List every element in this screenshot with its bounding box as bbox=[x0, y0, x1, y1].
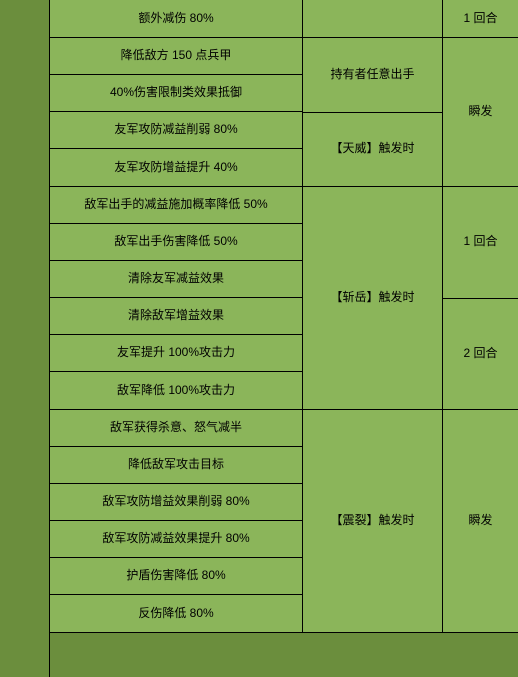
duration-cell: 1 回合 bbox=[443, 187, 518, 299]
duration-cell: 2 回合 bbox=[443, 299, 518, 410]
skill-table: 额外减伤 80%1 回合降低敌方 150 点兵甲40%伤害限制类效果抵御友军攻防… bbox=[0, 0, 518, 677]
duration-column: 瞬发 bbox=[442, 38, 518, 186]
effect-cell: 清除敌军增益效果 bbox=[50, 298, 302, 335]
trigger-cell: 持有者任意出手 bbox=[303, 38, 442, 113]
effects-column: 敌军获得杀意、怒气减半降低敌军攻击目标敌军攻防增益效果削弱 80%敌军攻防减益效… bbox=[50, 410, 302, 632]
effect-cell: 敌军获得杀意、怒气减半 bbox=[50, 410, 302, 447]
row-group: 敌军获得杀意、怒气减半降低敌军攻击目标敌军攻防增益效果削弱 80%敌军攻防减益效… bbox=[50, 410, 518, 633]
effect-cell: 降低敌方 150 点兵甲 bbox=[50, 38, 302, 75]
effect-cell: 敌军攻防增益效果削弱 80% bbox=[50, 484, 302, 521]
effect-cell: 40%伤害限制类效果抵御 bbox=[50, 75, 302, 112]
effect-cell: 敌军出手伤害降低 50% bbox=[50, 224, 302, 261]
trigger-cell: 【斩岳】触发时 bbox=[303, 187, 442, 409]
effect-cell: 友军攻防增益提升 40% bbox=[50, 149, 302, 186]
left-margin bbox=[0, 0, 50, 677]
trigger-cell: 【天威】触发时 bbox=[303, 113, 442, 187]
trigger-column: 持有者任意出手【天威】触发时 bbox=[302, 38, 442, 186]
trigger-column: 【震裂】触发时 bbox=[302, 410, 442, 632]
duration-column: 1 回合 bbox=[442, 0, 518, 37]
effect-cell: 敌军攻防减益效果提升 80% bbox=[50, 521, 302, 558]
row-group: 降低敌方 150 点兵甲40%伤害限制类效果抵御友军攻防减益削弱 80%友军攻防… bbox=[50, 38, 518, 187]
effect-cell: 友军攻防减益削弱 80% bbox=[50, 112, 302, 149]
effect-cell: 友军提升 100%攻击力 bbox=[50, 335, 302, 372]
duration-column: 瞬发 bbox=[442, 410, 518, 632]
trigger-column: 【斩岳】触发时 bbox=[302, 187, 442, 409]
effect-cell: 护盾伤害降低 80% bbox=[50, 558, 302, 595]
duration-column: 1 回合2 回合 bbox=[442, 187, 518, 409]
row-group: 敌军出手的减益施加概率降低 50%敌军出手伤害降低 50%清除友军减益效果清除敌… bbox=[50, 187, 518, 410]
effect-cell: 敌军出手的减益施加概率降低 50% bbox=[50, 187, 302, 224]
effect-cell: 额外减伤 80% bbox=[50, 0, 302, 37]
effects-column: 敌军出手的减益施加概率降低 50%敌军出手伤害降低 50%清除友军减益效果清除敌… bbox=[50, 187, 302, 409]
effect-cell: 降低敌军攻击目标 bbox=[50, 447, 302, 484]
duration-cell: 1 回合 bbox=[443, 0, 518, 37]
trigger-column bbox=[302, 0, 442, 37]
effect-cell: 反伤降低 80% bbox=[50, 595, 302, 632]
effect-cell: 敌军降低 100%攻击力 bbox=[50, 372, 302, 409]
trigger-cell: 【震裂】触发时 bbox=[303, 410, 442, 632]
row-group: 额外减伤 80% 1 回合 bbox=[50, 0, 518, 38]
trigger-cell bbox=[303, 0, 442, 37]
duration-cell: 瞬发 bbox=[443, 410, 518, 632]
effect-cell: 清除友军减益效果 bbox=[50, 261, 302, 298]
duration-cell: 瞬发 bbox=[443, 38, 518, 186]
effects-column: 额外减伤 80% bbox=[50, 0, 302, 37]
main-table: 额外减伤 80%1 回合降低敌方 150 点兵甲40%伤害限制类效果抵御友军攻防… bbox=[50, 0, 518, 677]
effects-column: 降低敌方 150 点兵甲40%伤害限制类效果抵御友军攻防减益削弱 80%友军攻防… bbox=[50, 38, 302, 186]
